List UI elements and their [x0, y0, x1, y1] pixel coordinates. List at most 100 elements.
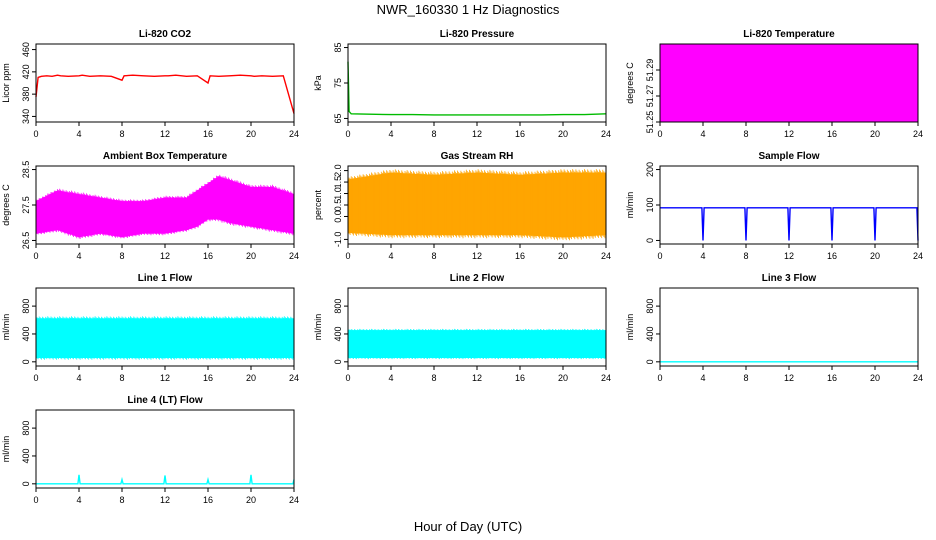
y-tick-label: 0: [21, 481, 31, 486]
x-tick-label: 4: [700, 251, 705, 261]
x-tick-label: 0: [33, 251, 38, 261]
x-tick-label: 24: [913, 373, 923, 383]
x-tick-label: 0: [657, 251, 662, 261]
series-line: [35, 74, 295, 114]
series-line: [36, 474, 295, 485]
x-tick-label: 12: [472, 251, 482, 261]
x-tick-label: 8: [119, 495, 124, 505]
x-tick-label: 24: [289, 129, 299, 139]
figure-title: NWR_160330 1 Hz Diagnostics: [377, 2, 560, 17]
x-tick-label: 24: [913, 251, 923, 261]
y-tick-label: 400: [21, 326, 31, 341]
series-noise: [347, 169, 607, 241]
x-tick-label: 24: [289, 495, 299, 505]
x-tick-label: 20: [870, 373, 880, 383]
x-tick-label: 16: [827, 251, 837, 261]
chart-title: Gas Stream RH: [441, 151, 514, 162]
chart-panel: Li-820 Temperature 0 4 8 12 16 20 24 51.25 51.27 5…: [625, 29, 923, 139]
chart-panel: Li-820 Pressure 0 4 8 12 16 20 24 65 75 85 kPa: [313, 29, 611, 139]
x-tick-label: 16: [827, 373, 837, 383]
chart-panel: Ambient Box Temperature 0 4 8 12 16 20 24 26.5 27…: [1, 151, 299, 261]
y-axis-label: degrees C: [1, 184, 11, 226]
y-tick-label: 65: [333, 113, 343, 123]
x-tick-label: 4: [76, 251, 81, 261]
series-noise: [347, 328, 607, 360]
series-line: [660, 207, 919, 241]
chart-title: Line 3 Flow: [762, 273, 817, 284]
y-tick-label: 0.0: [333, 210, 343, 223]
x-tick-label: 16: [203, 495, 213, 505]
x-tick-label: 8: [431, 373, 436, 383]
plot-frame: [347, 43, 607, 123]
x-tick-label: 4: [388, 373, 393, 383]
x-tick-label: 12: [784, 373, 794, 383]
y-tick-label: -1.0: [333, 232, 343, 248]
y-axis-label: kPa: [313, 75, 323, 91]
x-tick-label: 0: [345, 129, 350, 139]
x-tick-label: 12: [784, 251, 794, 261]
y-tick-label: 0: [333, 359, 343, 364]
y-tick-label: 85: [333, 43, 343, 53]
x-tick-label: 16: [203, 129, 213, 139]
chart-panel: Li-820 CO2 0 4 8 12 16 20 24 340 380 420 460 Licor p…: [1, 29, 299, 139]
y-tick-label: 28.5: [21, 161, 31, 179]
y-tick-label: 26.5: [21, 232, 31, 250]
x-tick-label: 0: [657, 373, 662, 383]
x-tick-label: 24: [289, 251, 299, 261]
x-tick-label: 8: [743, 251, 748, 261]
x-tick-label: 20: [870, 129, 880, 139]
chart-panel: Line 2 Flow 0 4 8 12 16 20 24 0 400 800 ml/min: [313, 273, 611, 383]
y-tick-label: 51.25: [645, 111, 655, 134]
x-tick-label: 8: [431, 129, 436, 139]
x-tick-label: 16: [515, 373, 525, 383]
x-tick-label: 0: [33, 495, 38, 505]
y-tick-label: 800: [21, 421, 31, 436]
x-tick-label: 0: [33, 373, 38, 383]
x-tick-label: 4: [76, 495, 81, 505]
y-tick-label: 800: [21, 299, 31, 314]
chart-title: Li-820 Temperature: [743, 29, 835, 40]
x-tick-label: 12: [784, 129, 794, 139]
x-tick-label: 20: [870, 251, 880, 261]
y-tick-label: 0: [21, 359, 31, 364]
x-tick-label: 12: [472, 373, 482, 383]
chart-panel: Line 1 Flow 0 4 8 12 16 20 24 0 400 800 ml/min: [1, 273, 299, 383]
y-tick-label: 800: [645, 299, 655, 314]
x-tick-label: 16: [203, 251, 213, 261]
y-tick-label: 0: [645, 359, 655, 364]
y-tick-label: 1.5: [333, 176, 343, 189]
chart-title: Li-820 CO2: [139, 29, 192, 40]
y-axis-label: ml/min: [1, 436, 11, 463]
y-axis-label: degrees C: [625, 62, 635, 104]
x-tick-label: 24: [601, 129, 611, 139]
x-tick-label: 12: [160, 373, 170, 383]
x-tick-label: 0: [345, 373, 350, 383]
x-tick-label: 8: [119, 373, 124, 383]
x-tick-label: 24: [289, 373, 299, 383]
x-tick-label: 8: [431, 251, 436, 261]
y-tick-label: 27.5: [21, 196, 31, 214]
y-tick-label: 400: [21, 448, 31, 463]
y-tick-label: 2.0: [333, 164, 343, 177]
chart-title: Line 1 Flow: [138, 273, 193, 284]
x-tick-label: 20: [246, 495, 256, 505]
series-line: [347, 61, 607, 116]
y-tick-label: 420: [21, 64, 31, 79]
x-tick-label: 20: [246, 251, 256, 261]
x-tick-label: 16: [827, 129, 837, 139]
chart-title: Li-820 Pressure: [440, 29, 515, 40]
x-tick-label: 4: [388, 251, 393, 261]
series-noise: [659, 44, 919, 122]
x-tick-label: 8: [743, 373, 748, 383]
x-tick-label: 4: [700, 129, 705, 139]
y-tick-label: 380: [21, 87, 31, 102]
x-tick-label: 8: [119, 129, 124, 139]
figure-xlabel: Hour of Day (UTC): [414, 519, 522, 534]
y-tick-label: 100: [645, 197, 655, 212]
x-tick-label: 4: [76, 373, 81, 383]
chart-title: Line 4 (LT) Flow: [127, 395, 203, 406]
x-tick-label: 16: [515, 251, 525, 261]
x-tick-label: 24: [601, 251, 611, 261]
y-axis-label: ml/min: [625, 314, 635, 341]
